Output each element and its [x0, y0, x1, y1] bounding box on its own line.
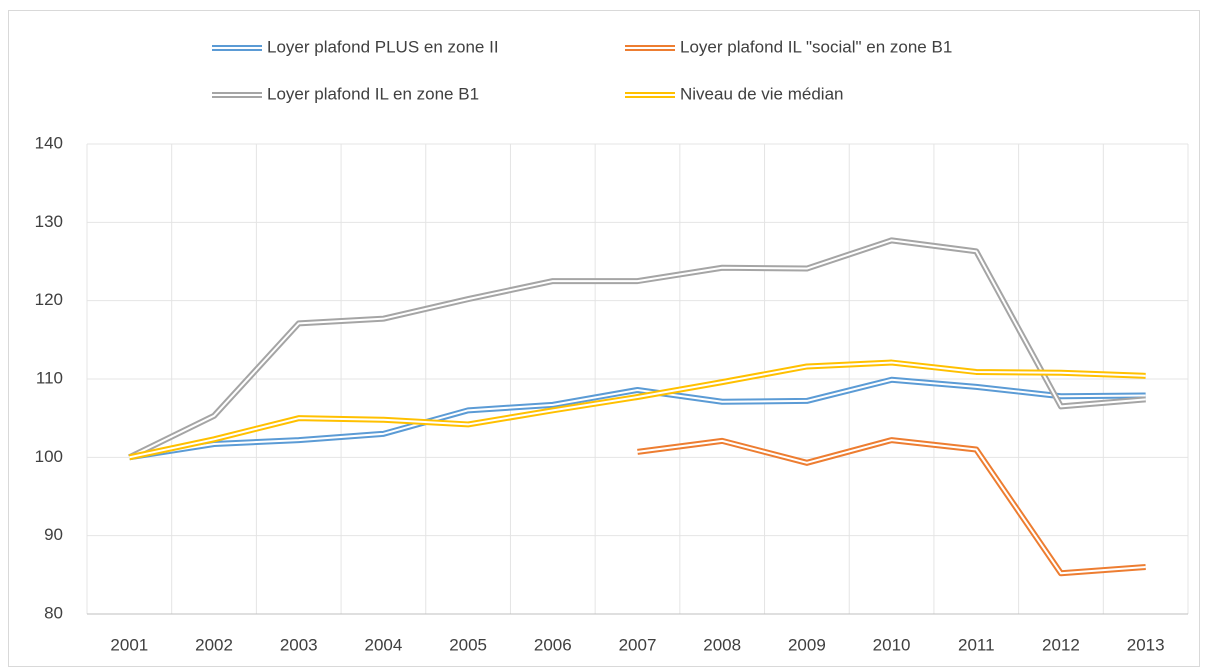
- legend-label: Loyer plafond PLUS en zone II: [267, 37, 499, 56]
- y-tick-label: 80: [44, 603, 63, 622]
- x-tick-label: 2007: [619, 635, 657, 654]
- x-tick-label: 2008: [703, 635, 741, 654]
- x-tick-label: 2004: [365, 635, 403, 654]
- y-tick-label: 100: [35, 447, 63, 466]
- chart-border: [8, 10, 1200, 667]
- x-tick-label: 2011: [958, 635, 995, 654]
- y-tick-label: 140: [35, 133, 63, 152]
- line-inner: [128, 239, 1146, 459]
- legend-label: Niveau de vie médian: [680, 84, 843, 103]
- y-tick-label: 130: [35, 212, 63, 231]
- legend-label: Loyer plafond IL en zone B1: [267, 84, 479, 103]
- x-tick-label: 2001: [110, 635, 148, 654]
- x-tick-label: 2010: [873, 635, 911, 654]
- x-tick-label: 2003: [280, 635, 318, 654]
- x-tick-label: 2013: [1127, 635, 1165, 654]
- y-tick-label: 110: [36, 368, 63, 387]
- x-tick-label: 2009: [788, 635, 826, 654]
- x-tick-label: 2002: [195, 635, 233, 654]
- y-tick-label: 90: [44, 525, 63, 544]
- y-tick-label: 120: [35, 290, 63, 309]
- line-inner: [129, 361, 1146, 459]
- x-tick-label: 2012: [1042, 635, 1080, 654]
- x-tick-label: 2005: [449, 635, 487, 654]
- legend-label: Loyer plafond IL "social" en zone B1: [680, 37, 952, 56]
- line-inner: [637, 439, 1146, 575]
- line-inner: [129, 378, 1146, 459]
- x-tick-label: 2006: [534, 635, 572, 654]
